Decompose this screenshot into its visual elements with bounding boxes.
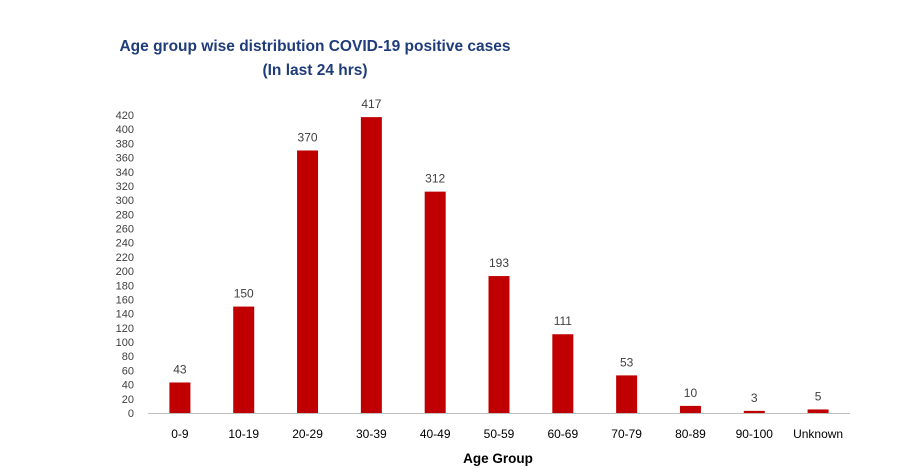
y-tick-label: 420: [116, 110, 134, 122]
y-tick-label: 220: [116, 252, 134, 264]
x-tick-label: 30-39: [356, 427, 387, 441]
chart-subtitle: (In last 24 hrs): [262, 62, 368, 79]
data-label: 43: [173, 362, 187, 376]
bar: [679, 405, 701, 413]
x-tick-label: 10-19: [228, 427, 259, 441]
y-tick-label: 320: [116, 181, 134, 193]
x-tick-label: 90-100: [736, 427, 774, 441]
data-label: 150: [234, 287, 254, 301]
data-label: 53: [620, 355, 634, 369]
y-tick-label: 20: [122, 394, 134, 406]
bar: [807, 409, 829, 413]
y-tick-label: 340: [116, 167, 134, 179]
y-axis-ticks: 0 20 40 60 80 100 120 140 160 180 200 220 240 260 280 3…: [116, 110, 134, 420]
x-tick-label: 80-89: [675, 427, 706, 441]
bar: [552, 334, 574, 413]
chart-title: Age group wise distribution COVID-19 pos…: [119, 38, 511, 55]
y-tick-label: 180: [116, 280, 134, 292]
data-label: 193: [489, 256, 509, 270]
x-axis-title: Age Group: [463, 451, 533, 466]
bars-group: [169, 117, 829, 413]
y-tick-label: 80: [122, 351, 134, 363]
y-tick-label: 140: [116, 309, 134, 321]
bar: [233, 306, 255, 413]
y-tick-label: 380: [116, 138, 134, 150]
bar: [360, 117, 382, 413]
y-tick-label: 100: [116, 337, 134, 349]
bar: [169, 382, 191, 413]
data-label: 370: [298, 130, 318, 144]
bar: [616, 375, 638, 413]
y-tick-label: 280: [116, 209, 134, 221]
y-tick-label: 300: [116, 195, 134, 207]
x-tick-label: 20-29: [292, 427, 323, 441]
bar: [488, 276, 510, 413]
x-tick-label: Unknown: [793, 427, 843, 441]
data-label: 417: [361, 97, 381, 111]
data-label: 111: [554, 314, 573, 328]
y-tick-label: 60: [122, 365, 134, 377]
y-tick-label: 40: [122, 380, 134, 392]
x-tick-label: 0-9: [171, 427, 189, 441]
y-tick-label: 200: [116, 266, 134, 278]
x-tick-label: 70-79: [611, 427, 642, 441]
data-label: 312: [425, 172, 445, 186]
bar: [297, 150, 319, 413]
x-tick-label: 40-49: [420, 427, 451, 441]
y-tick-label: 0: [128, 408, 134, 420]
x-tick-label: 60-69: [547, 427, 578, 441]
y-tick-label: 360: [116, 153, 134, 165]
data-label: 10: [684, 386, 698, 400]
y-tick-label: 400: [116, 124, 134, 136]
bar: [743, 410, 765, 413]
data-label: 5: [815, 389, 822, 403]
y-tick-label: 260: [116, 224, 134, 236]
x-axis-ticks: 0-9 10-19 20-29 30-39 40-49 50-59 60-69 70-79 80…: [171, 427, 843, 441]
bar: [424, 191, 446, 413]
y-tick-label: 160: [116, 294, 134, 306]
y-tick-label: 120: [116, 323, 134, 335]
x-tick-label: 50-59: [484, 427, 515, 441]
data-label: 3: [751, 391, 758, 405]
y-tick-label: 240: [116, 238, 134, 250]
data-labels-group: 43 150 370 417 312 193 111 53 10 3 5: [173, 97, 822, 405]
